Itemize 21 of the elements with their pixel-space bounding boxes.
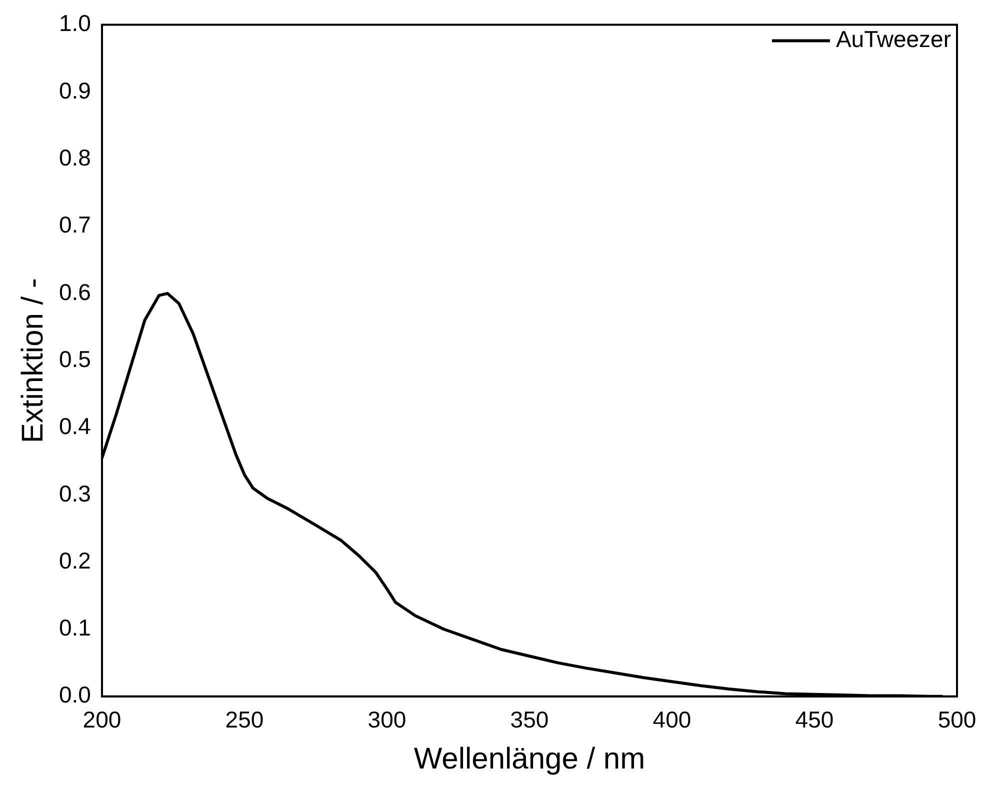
legend-label: AuTweezer <box>836 26 952 52</box>
y-tick-label: 0.4 <box>58 413 92 440</box>
y-tick-label: 0.2 <box>58 547 91 574</box>
y-tick-label: 0.1 <box>58 614 91 641</box>
y-tick-label: 1.0 <box>58 10 91 36</box>
y-axis-title: Extinktion / - <box>16 278 50 444</box>
x-tick-label: 500 <box>938 706 976 733</box>
x-tick-label: 450 <box>795 706 834 733</box>
x-tick-label: 300 <box>368 706 406 733</box>
y-tick-label: 0.7 <box>58 212 91 238</box>
x-tick-label: 250 <box>225 706 264 733</box>
x-tick-label: 350 <box>510 706 549 733</box>
y-tick-label: 0.0 <box>58 682 91 708</box>
y-tick-label: 0.9 <box>58 77 91 104</box>
y-tick-label: 0.3 <box>58 480 91 506</box>
x-tick-label: 400 <box>652 706 692 733</box>
x-axis-title: Wellenlänge / nm <box>414 742 646 776</box>
y-tick-label: 0.8 <box>58 144 91 170</box>
y-tick-label: 0.5 <box>58 346 91 372</box>
y-tick-label: 0.6 <box>58 278 91 305</box>
x-tick-label: 200 <box>82 706 122 733</box>
